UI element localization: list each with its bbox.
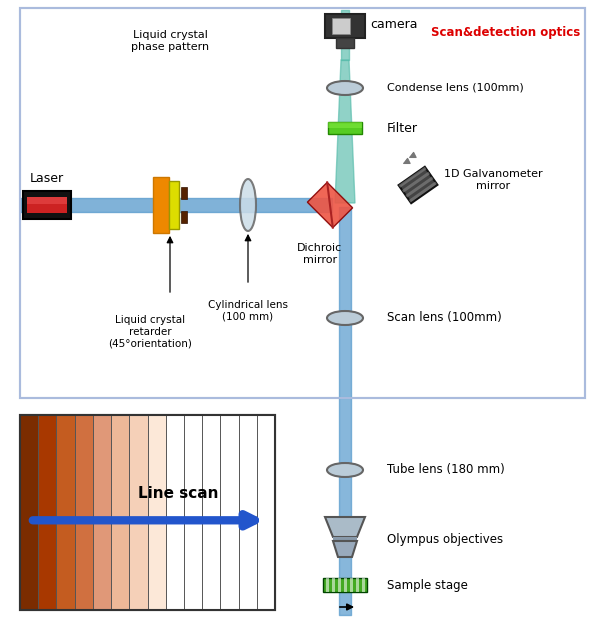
- Text: Olympus objectives: Olympus objectives: [387, 532, 503, 546]
- Bar: [336, 38, 354, 48]
- Bar: [344, 578, 347, 592]
- Bar: [169, 181, 179, 229]
- Text: Tube lens (180 mm): Tube lens (180 mm): [387, 464, 505, 476]
- Bar: [221, 415, 239, 610]
- Ellipse shape: [240, 179, 256, 231]
- Text: 1D Galvanometer
mirror: 1D Galvanometer mirror: [444, 169, 542, 191]
- Text: Laser: Laser: [30, 172, 64, 185]
- Polygon shape: [399, 167, 438, 203]
- Ellipse shape: [327, 311, 363, 325]
- Bar: [20, 8, 585, 398]
- Bar: [239, 415, 257, 610]
- Ellipse shape: [327, 81, 363, 95]
- Polygon shape: [307, 182, 353, 228]
- Bar: [356, 578, 359, 592]
- Bar: [20, 8, 585, 398]
- Text: Liquid crystal
phase pattern: Liquid crystal phase pattern: [131, 30, 209, 52]
- Bar: [350, 578, 353, 592]
- Bar: [56, 415, 75, 610]
- Polygon shape: [333, 541, 357, 557]
- Bar: [328, 122, 362, 134]
- Bar: [326, 578, 329, 592]
- Bar: [333, 537, 357, 541]
- Bar: [328, 122, 362, 128]
- Bar: [332, 578, 335, 592]
- Bar: [325, 14, 365, 38]
- Bar: [23, 191, 71, 219]
- Text: Sample stage: Sample stage: [387, 579, 468, 591]
- Text: Cylindrical lens
(100 mm): Cylindrical lens (100 mm): [208, 300, 288, 322]
- Polygon shape: [409, 181, 437, 203]
- Bar: [20, 415, 275, 610]
- Polygon shape: [335, 60, 355, 203]
- Bar: [184, 415, 202, 610]
- Bar: [75, 415, 93, 610]
- Text: Condense lens (100mm): Condense lens (100mm): [387, 83, 524, 93]
- Text: camera: camera: [370, 18, 418, 31]
- Text: Filter: Filter: [387, 121, 418, 134]
- Bar: [20, 415, 275, 610]
- Polygon shape: [405, 177, 433, 198]
- Polygon shape: [325, 517, 365, 537]
- Bar: [362, 578, 365, 592]
- Text: Line scan: Line scan: [138, 486, 218, 501]
- Polygon shape: [402, 172, 430, 192]
- Bar: [129, 415, 147, 610]
- Bar: [202, 415, 221, 610]
- Bar: [338, 578, 341, 592]
- Bar: [147, 415, 165, 610]
- Text: Dichroic
mirror: Dichroic mirror: [298, 243, 342, 264]
- Bar: [20, 415, 38, 610]
- Text: Liquid crystal
retarder
(45°orientation): Liquid crystal retarder (45°orientation): [108, 315, 192, 348]
- Bar: [93, 415, 111, 610]
- Bar: [181, 211, 187, 223]
- Text: Scan&detection optics: Scan&detection optics: [431, 26, 580, 39]
- Bar: [27, 197, 67, 213]
- Bar: [38, 415, 56, 610]
- Bar: [111, 415, 129, 610]
- Polygon shape: [399, 167, 427, 187]
- Bar: [257, 415, 275, 610]
- Bar: [323, 578, 367, 592]
- Bar: [153, 177, 169, 233]
- Bar: [165, 415, 184, 610]
- Bar: [27, 197, 67, 204]
- Bar: [332, 18, 350, 34]
- Text: Scan lens (100mm): Scan lens (100mm): [387, 311, 502, 324]
- Bar: [181, 187, 187, 199]
- Ellipse shape: [327, 463, 363, 477]
